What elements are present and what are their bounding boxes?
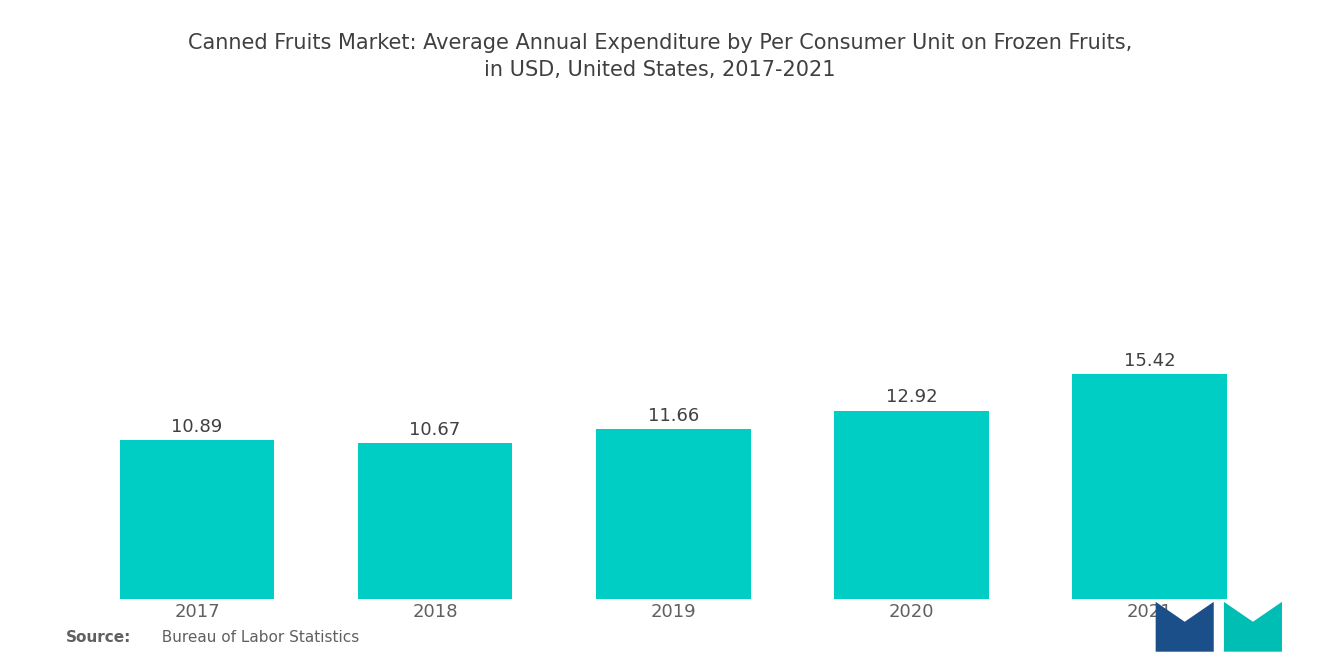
Text: Source:: Source:: [66, 630, 132, 645]
Bar: [358, 444, 512, 598]
Bar: [595, 429, 751, 598]
Text: 12.92: 12.92: [886, 388, 937, 406]
Text: 15.42: 15.42: [1123, 352, 1175, 370]
Text: 10.89: 10.89: [172, 418, 223, 436]
Bar: [1072, 374, 1226, 598]
Bar: [120, 440, 275, 598]
Polygon shape: [1156, 602, 1214, 652]
Bar: [834, 410, 989, 598]
Text: 11.66: 11.66: [648, 406, 698, 424]
Text: Canned Fruits Market: Average Annual Expenditure by Per Consumer Unit on Frozen : Canned Fruits Market: Average Annual Exp…: [187, 33, 1133, 80]
Text: 10.67: 10.67: [409, 421, 461, 439]
Text: Bureau of Labor Statistics: Bureau of Labor Statistics: [152, 630, 359, 645]
Polygon shape: [1224, 602, 1282, 652]
